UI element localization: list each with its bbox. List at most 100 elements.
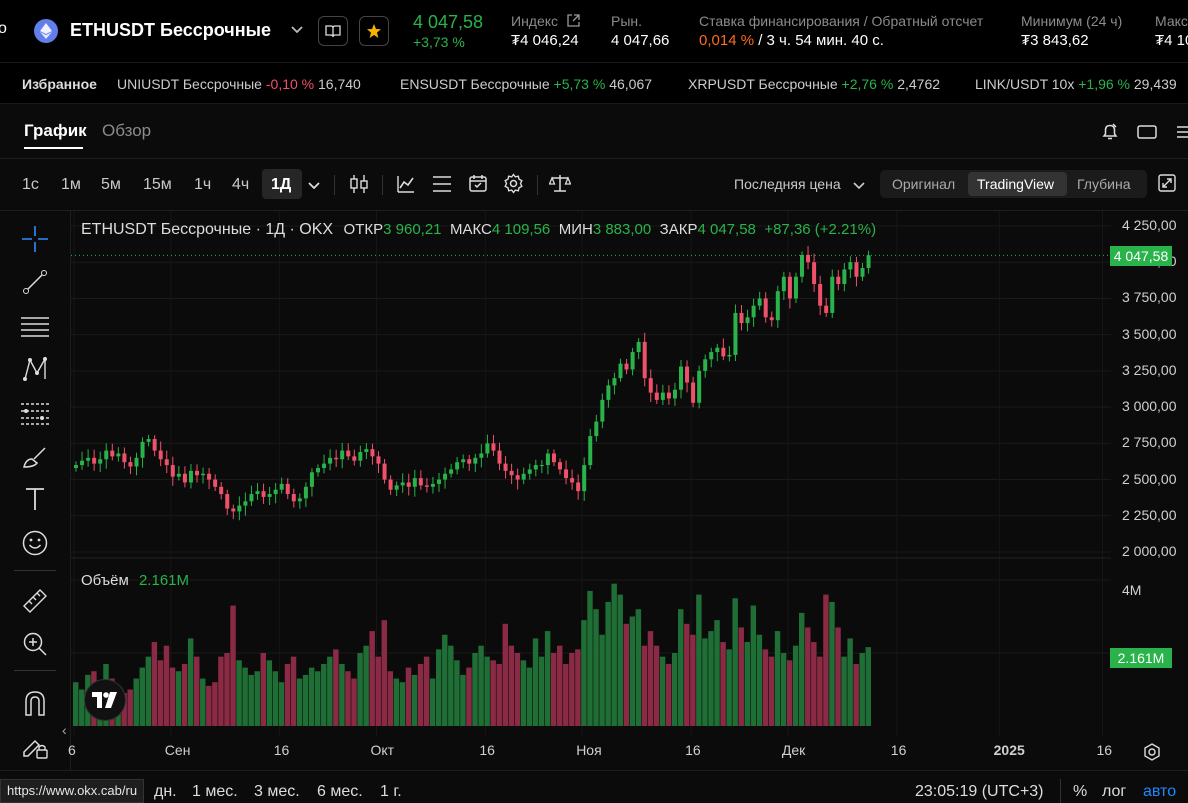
log-toggle[interactable]: лог <box>1102 783 1127 800</box>
collapse-arrow-icon[interactable]: ‹ <box>62 722 67 738</box>
candle-body <box>558 462 562 470</box>
calendar-icon[interactable] <box>468 173 488 193</box>
candle-body <box>449 469 454 474</box>
emoji-icon[interactable] <box>18 526 52 560</box>
favorite-star-icon[interactable] <box>359 16 389 46</box>
volume-bar <box>206 685 212 726</box>
toolbar-separator <box>537 175 538 195</box>
external-link-icon[interactable] <box>567 14 580 27</box>
candles-icon[interactable] <box>348 174 370 194</box>
favorite-change: +2,76 % <box>841 76 894 92</box>
candle-body <box>213 479 218 487</box>
settings-icon[interactable] <box>1142 742 1162 762</box>
indicators-icon[interactable] <box>396 174 416 194</box>
view-tradingview[interactable]: TradingView <box>977 176 1055 192</box>
favorite-price: 16,740 <box>318 76 361 92</box>
max-24h-label: Макс <box>1155 13 1188 29</box>
list-settings-icon[interactable] <box>432 175 452 193</box>
y-tick-label: 3 000,00 <box>1122 398 1177 415</box>
volume-bar <box>163 645 170 726</box>
fib-retracement-icon[interactable] <box>18 396 52 430</box>
magnet-icon[interactable] <box>18 686 52 720</box>
timeframe-5m[interactable]: 5м <box>101 176 121 193</box>
range-6m[interactable]: 6 мес. <box>317 783 363 800</box>
lock-pencil-icon[interactable] <box>18 729 52 763</box>
timeframe-1h[interactable]: 1ч <box>194 176 212 193</box>
legend-high-label: МАКС <box>449 221 492 238</box>
window-icon[interactable] <box>1137 124 1157 140</box>
price-chart[interactable] <box>71 211 1111 737</box>
candle-body <box>297 498 302 502</box>
timeframe-15m[interactable]: 15м <box>143 176 172 193</box>
volume-bar <box>774 631 781 726</box>
percent-toggle[interactable]: % <box>1073 783 1088 800</box>
chevron-down-icon[interactable] <box>290 22 304 36</box>
book-icon[interactable] <box>318 16 348 46</box>
volume-bar <box>744 642 750 726</box>
toolbar-separator <box>334 175 335 195</box>
timeframe-1m[interactable]: 1м <box>61 176 81 193</box>
volume-bar <box>853 663 859 726</box>
scale-balance-icon[interactable] <box>549 173 571 193</box>
candle-body <box>358 452 363 461</box>
expand-icon[interactable] <box>1158 174 1176 192</box>
volume-bar <box>448 645 454 726</box>
horizontal-lines-icon[interactable] <box>18 309 52 343</box>
favorite-item[interactable]: ENSUSDT Бессрочные +5,73 % 46,067 <box>400 76 652 92</box>
candle-body <box>715 347 720 353</box>
volume-bar <box>684 623 690 726</box>
volume-bar <box>726 649 732 726</box>
clock[interactable]: 23:05:19 (UTC+3) <box>915 783 1044 800</box>
price-type-select[interactable]: Последняя цена <box>734 176 841 192</box>
volume-bar <box>859 653 865 726</box>
auto-toggle[interactable]: авто <box>1143 783 1177 800</box>
view-original[interactable]: Оригинал <box>892 176 956 192</box>
timeframe-1d[interactable]: 1Д <box>271 176 292 193</box>
volume-bar <box>829 601 835 726</box>
crosshair-icon[interactable] <box>18 222 52 256</box>
volume-bar <box>169 667 176 726</box>
zoom-in-icon[interactable] <box>18 627 52 661</box>
menu-icon[interactable] <box>1177 124 1188 140</box>
favorite-item[interactable]: XRPUSDT Бессрочные +2,76 % 2,4762 <box>688 76 940 92</box>
timeframe-4h[interactable]: 4ч <box>232 176 250 193</box>
candle-body <box>697 370 702 403</box>
pattern-icon[interactable] <box>18 352 52 386</box>
volume-bar <box>538 656 545 726</box>
tradingview-logo-icon[interactable] <box>84 679 126 721</box>
candle-body <box>455 462 460 470</box>
gear-icon[interactable] <box>503 173 524 194</box>
chevron-down-icon[interactable] <box>852 178 866 192</box>
range-3m[interactable]: 3 мес. <box>254 783 300 800</box>
volume-bar <box>762 649 769 726</box>
view-active-bg <box>968 172 1067 196</box>
candle-body <box>491 443 496 451</box>
trend-line-icon[interactable] <box>18 265 52 299</box>
candle-body <box>128 462 133 467</box>
tab-chart[interactable]: График <box>24 121 87 140</box>
candle-body <box>539 465 544 467</box>
symbol-title[interactable]: ETHUSDT Бессрочные <box>70 20 271 40</box>
brush-icon[interactable] <box>18 439 52 473</box>
candle-body <box>630 352 635 370</box>
favorite-item[interactable]: LINK/USDT 10x +1,96 % 29,439 <box>975 76 1177 92</box>
volume-bar <box>175 671 182 726</box>
volume-bar <box>429 678 436 726</box>
view-depth[interactable]: Глубина <box>1077 176 1131 192</box>
volume-bar <box>635 609 642 726</box>
x-tick-label: 16 <box>479 742 495 758</box>
candle-body <box>836 276 841 284</box>
favorite-item[interactable]: UNIUSDT Бессрочные -0,10 % 16,740 <box>117 76 361 92</box>
candle-body <box>110 450 115 457</box>
text-icon[interactable] <box>18 482 52 516</box>
chevron-down-icon[interactable] <box>307 178 321 192</box>
range-day[interactable]: дн. <box>154 783 177 800</box>
tab-overview[interactable]: Обзор <box>102 121 152 140</box>
range-1m[interactable]: 1 мес. <box>192 783 238 800</box>
favorites-bar: Избранное UNIUSDT Бессрочные -0,10 % 16,… <box>0 62 1188 104</box>
range-1y[interactable]: 1 г. <box>380 783 402 800</box>
alert-bell-icon[interactable] <box>1100 122 1120 142</box>
ruler-icon[interactable] <box>18 584 52 618</box>
candle-body <box>854 262 859 277</box>
timeframe-1s[interactable]: 1с <box>22 176 39 193</box>
